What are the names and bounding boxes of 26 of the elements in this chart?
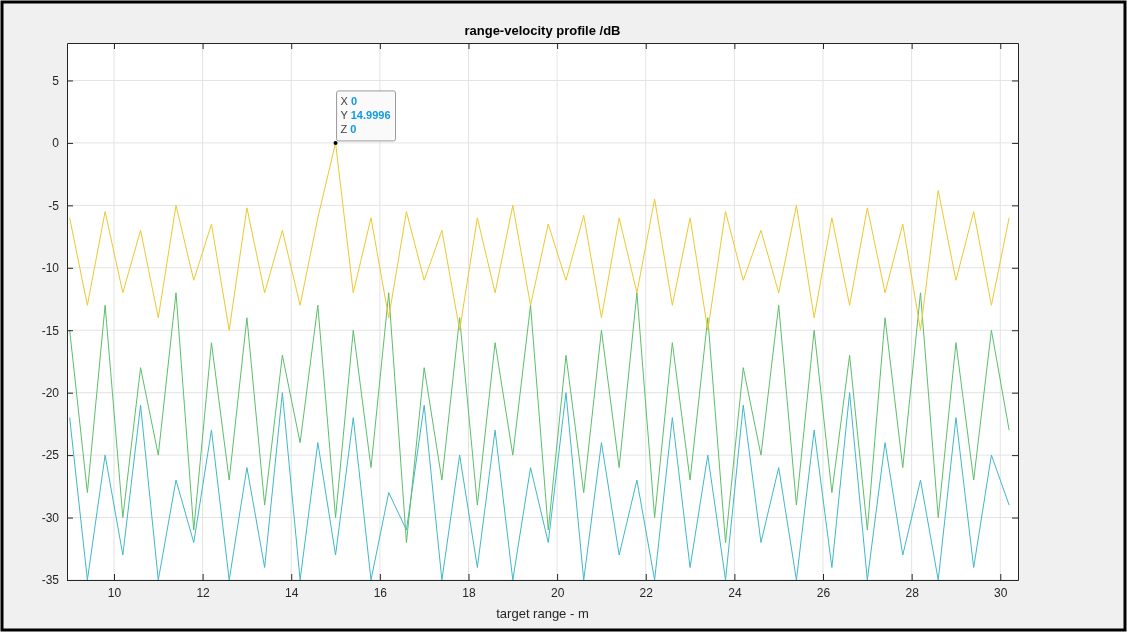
x-tick-label: 12 <box>196 585 211 600</box>
x-tick-label: 26 <box>816 585 831 600</box>
chart-title: range-velocity profile /dB <box>464 23 621 38</box>
x-tick-label: 14 <box>285 585 299 600</box>
y-tick-label: -30 <box>41 510 60 525</box>
y-tick-label: 5 <box>52 73 60 88</box>
x-tick-label: 10 <box>107 585 122 600</box>
x-tick-label: 22 <box>639 585 654 600</box>
x-tick-label: 24 <box>728 585 742 600</box>
line-series <box>69 392 1010 580</box>
annotation: X 0 Y 14.9996 Z 0 <box>340 94 391 135</box>
y-tick-label: -10 <box>41 261 60 276</box>
y-tick-label: -35 <box>41 573 60 588</box>
y-tick-label: 0 <box>52 136 60 151</box>
x-tick-label: 28 <box>905 585 920 600</box>
x-tick-label: 30 <box>994 585 1008 600</box>
y-tick-label: -20 <box>41 386 60 401</box>
y-tick-label: -25 <box>41 448 60 463</box>
x-tick-label: 16 <box>373 585 388 600</box>
y-tick-label: -5 <box>48 198 60 213</box>
line-series <box>69 142 1010 331</box>
x-tick-label: 20 <box>550 585 565 600</box>
x-axis-title: target range - m <box>496 606 589 621</box>
line-series <box>69 292 1010 544</box>
x-tick-label: 18 <box>462 585 476 600</box>
y-tick-label: -15 <box>41 323 60 338</box>
